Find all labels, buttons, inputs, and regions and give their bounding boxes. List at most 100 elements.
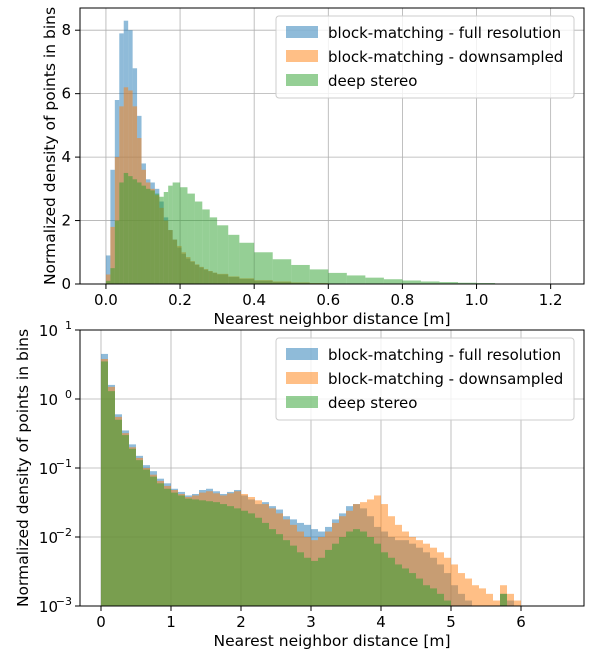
histogram-bar — [192, 499, 199, 606]
histogram-bar — [105, 280, 111, 284]
histogram-bar — [119, 182, 124, 284]
histogram-bar — [437, 552, 444, 606]
histogram-bar — [137, 182, 142, 284]
histogram-bar — [311, 560, 318, 606]
x-tick-label: 0.0 — [94, 291, 118, 309]
legend-swatch — [286, 372, 318, 384]
legend-entry: deep stereo — [328, 72, 417, 90]
histogram-bar — [420, 281, 440, 284]
histogram-bar — [388, 557, 395, 606]
y-axis-label: Normalized density of points in bins — [14, 329, 32, 607]
histogram-bar — [123, 172, 129, 284]
histogram-bar — [105, 274, 111, 284]
histogram-bar — [154, 193, 160, 284]
histogram-bar — [213, 502, 220, 606]
histogram-bar — [309, 269, 329, 284]
histogram-bar — [318, 557, 325, 606]
y-tick-label: 10 — [39, 529, 58, 547]
x-axis-label: Nearest neighbor distance [m] — [213, 310, 450, 328]
histogram-bar — [108, 391, 115, 606]
histogram-bar — [451, 564, 458, 606]
x-tick-label: 0.4 — [242, 291, 266, 309]
legend-box — [275, 15, 575, 99]
histogram-bar — [416, 578, 423, 606]
histogram-bar — [365, 277, 384, 284]
x-tick-label: 4 — [376, 613, 386, 631]
histogram-bar — [136, 460, 143, 606]
histogram-bar — [395, 564, 402, 606]
histogram-bar — [178, 495, 185, 606]
histogram-bar — [185, 498, 192, 606]
histogram-bar — [291, 264, 310, 284]
histogram-bar — [145, 188, 151, 284]
histogram-bar — [458, 282, 477, 284]
histogram-bar — [172, 182, 181, 284]
histogram-bar — [374, 543, 381, 606]
histogram-bar — [423, 543, 430, 606]
y-axis-label: Normalized density of points in bins — [41, 7, 59, 285]
x-tick-label: 0.8 — [390, 291, 414, 309]
histogram-bar — [248, 513, 255, 606]
y-tick-label: 10 — [39, 391, 58, 409]
histogram-bar — [239, 242, 255, 284]
legend-entry: block-matching - downsampled — [328, 370, 563, 388]
legend-entry: block-matching - full resolution — [328, 24, 561, 42]
histogram-bar — [304, 557, 311, 606]
histogram-bar — [507, 593, 514, 606]
histogram-bar — [297, 552, 304, 606]
histogram-bar — [110, 268, 115, 284]
histogram-bar — [360, 531, 367, 606]
legend-swatch — [286, 396, 318, 408]
histogram-bar — [367, 537, 374, 606]
histogram-bar — [283, 540, 290, 606]
histogram-bar — [346, 531, 353, 606]
histogram-bar — [171, 492, 178, 606]
histogram-bar — [129, 448, 136, 606]
x-axis-label: Nearest neighbor distance [m] — [213, 632, 450, 650]
y-tick-exponent: 1 — [65, 319, 72, 332]
histogram-bar — [381, 552, 388, 606]
histogram-bar — [159, 196, 164, 284]
histogram-bar — [409, 537, 416, 606]
y-tick-exponent: 0 — [65, 388, 72, 401]
histogram-bar — [234, 508, 241, 606]
histogram-bar — [150, 190, 155, 284]
histogram-bar — [409, 573, 416, 606]
histogram-bar — [122, 435, 129, 606]
histogram-bar — [465, 578, 472, 606]
histogram-bar — [115, 419, 122, 606]
histogram-bar — [290, 545, 297, 606]
histogram-bar — [150, 476, 157, 606]
histogram-bar — [199, 500, 206, 606]
histogram-bar — [402, 280, 421, 284]
histogram-bar — [269, 529, 276, 606]
legend-swatch — [286, 74, 318, 86]
legend-entry: deep stereo — [328, 394, 417, 412]
y-tick-label: 10 — [39, 460, 58, 478]
histogram-bar — [187, 193, 195, 284]
histogram-bar — [430, 547, 437, 606]
histogram-bar — [157, 483, 164, 606]
histogram-bar — [228, 234, 240, 284]
legend-entry: block-matching - full resolution — [328, 346, 561, 364]
y-tick-label: 4 — [61, 148, 71, 166]
histogram-bar — [254, 252, 273, 284]
legend-entry: block-matching - downsampled — [328, 48, 563, 66]
x-tick-label: 5 — [446, 613, 456, 631]
x-tick-label: 6 — [516, 613, 526, 631]
histogram-bar — [353, 529, 360, 606]
legend-swatch — [286, 348, 318, 360]
histogram-bar — [194, 201, 203, 284]
histogram-bar — [458, 573, 465, 606]
histogram-bar — [430, 588, 437, 606]
histogram-bar — [493, 600, 500, 606]
histogram-bar — [479, 588, 486, 606]
histogram-bar — [514, 600, 521, 606]
x-tick-label: 2 — [236, 613, 246, 631]
histogram-bar — [444, 600, 451, 606]
histogram-bar — [262, 522, 269, 606]
x-tick-label: 0 — [96, 613, 106, 631]
chart-top: 0.0 0.2 0.4 0.6 0.8 1.0 1.2 0 2 4 6 8 Nearest neighb… — [41, 7, 585, 328]
legend: block-matching - full resolution block-ma… — [275, 15, 575, 99]
